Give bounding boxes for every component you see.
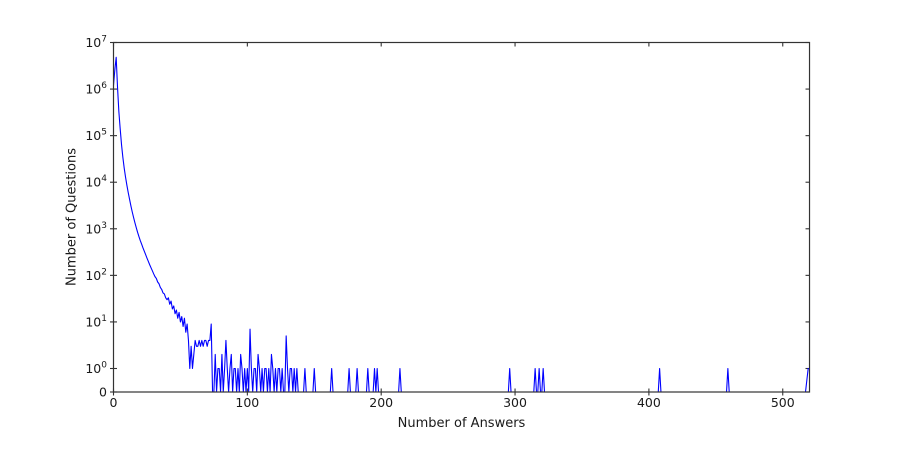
x-tick-label: 0 [110,395,118,410]
y-tick-label: 104 [85,174,107,190]
y-tick-label: 102 [85,267,107,283]
x-axis-title: Number of Answers [397,416,526,431]
x-tick-label: 100 [235,395,259,410]
x-tick-label: 200 [369,395,393,410]
data-line-questions-per-answer-count [112,56,810,393]
x-tick-label: 300 [503,395,527,410]
x-tick-label: 500 [771,395,795,410]
y-tick-label: 105 [85,128,107,144]
y-tick-label: 100 [85,361,107,377]
y-axis-title: Number of Questions [64,148,80,286]
y-tick-label: 103 [85,221,107,237]
y-tick-label: 106 [85,81,107,97]
axes-frame [112,41,811,393]
x-tick-label: 400 [637,395,661,410]
y-tick-label: 101 [85,314,107,330]
y-tick-label: 0 [99,385,107,400]
y-tick-label: 107 [85,35,107,51]
plot-background [113,42,810,392]
